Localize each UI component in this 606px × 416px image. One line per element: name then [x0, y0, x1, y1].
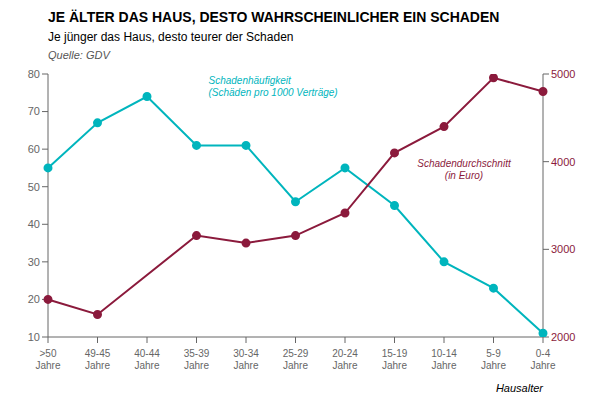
svg-text:30-34Jahre: 30-34Jahre [233, 348, 259, 371]
svg-text:Schadenhäufigkeit(Schäden pro: Schadenhäufigkeit(Schäden pro 1000 Vertr… [209, 75, 338, 98]
svg-text:0-4Jahre: 0-4Jahre [530, 348, 555, 371]
svg-text:60: 60 [28, 143, 40, 155]
svg-text:35-39Jahre: 35-39Jahre [184, 348, 210, 371]
svg-text:>50Jahre: >50Jahre [35, 348, 60, 371]
html-text:JE ÄLTER DAS HAUS, DESTO WAHRS: JE ÄLTER DAS HAUS, DESTO WAHRSCHEINLICHE… [48, 9, 500, 25]
svg-text:20-24Jahre: 20-24Jahre [332, 348, 358, 371]
svg-text:80: 80 [28, 68, 40, 80]
svg-text:2000: 2000 [551, 331, 575, 343]
svg-text:Schadendurchschnitt(in Euro): Schadendurchschnitt(in Euro) [417, 158, 512, 181]
svg-text:10: 10 [28, 331, 40, 343]
svg-text:5000: 5000 [551, 68, 575, 80]
svg-text:Hausalter: Hausalter [496, 382, 544, 392]
svg-text:10-14Jahre: 10-14Jahre [431, 348, 457, 371]
svg-text:4000: 4000 [551, 156, 575, 168]
svg-text:3000: 3000 [551, 243, 575, 255]
svg-text:50: 50 [28, 181, 40, 193]
svg-text:30: 30 [28, 256, 40, 268]
svg-text:40: 40 [28, 218, 40, 230]
svg-text:70: 70 [28, 105, 40, 117]
svg-text:20: 20 [28, 293, 40, 305]
svg-text:15-19Jahre: 15-19Jahre [382, 348, 408, 371]
svg-text:40-44Jahre: 40-44Jahre [134, 348, 160, 371]
svg-text:5-9Jahre: 5-9Jahre [481, 348, 506, 371]
html-text:Je jünger das Haus, desto teur: Je jünger das Haus, desto teurer der Sch… [48, 30, 294, 44]
html-text:Quelle: GDV: Quelle: GDV [48, 49, 110, 61]
svg-text:25-29Jahre: 25-29Jahre [283, 348, 309, 371]
svg-text:49-45Jahre: 49-45Jahre [85, 348, 111, 371]
